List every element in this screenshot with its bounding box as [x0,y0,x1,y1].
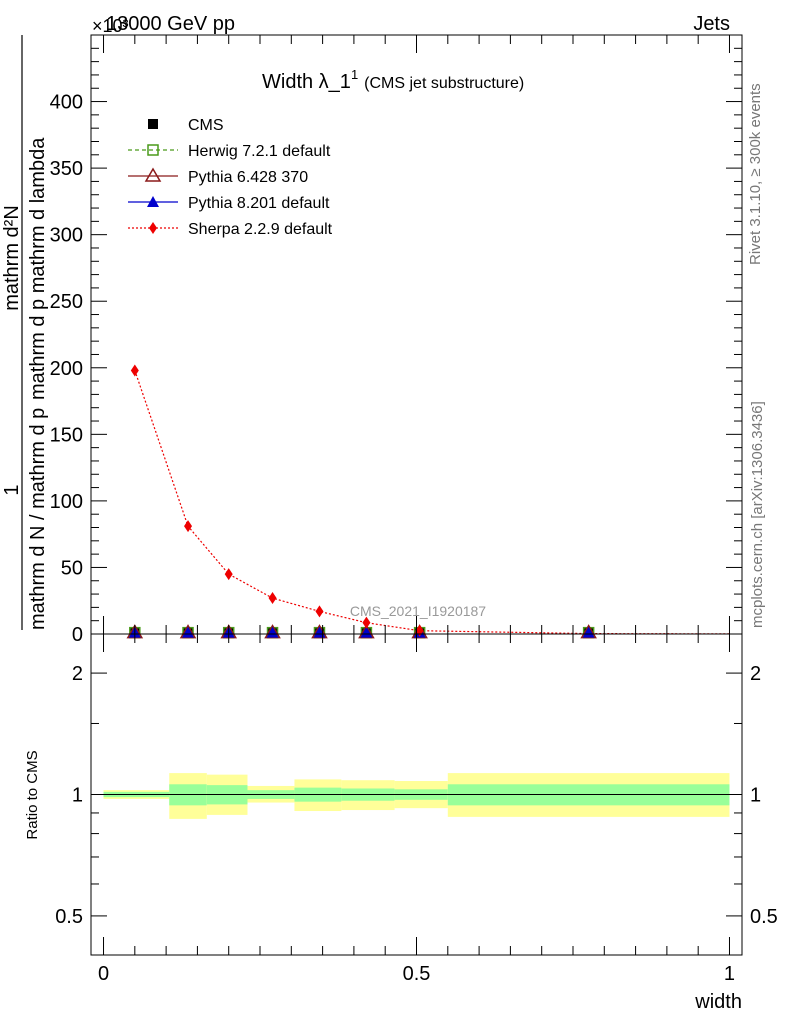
sherpa-point [130,364,139,377]
legend-label-herwig: Herwig 7.2.1 default [188,143,331,160]
legend-marker-sherpa [149,222,157,234]
main-y-tick-label: 300 [50,225,83,247]
ratio-y-tick-label-right: 2 [750,663,761,685]
ratio-y-tick-label: 2 [72,663,83,685]
chart-title-sup: 1 [351,67,358,82]
chart-title: Width λ_11 (CMS jet substructure) [262,67,524,93]
main-y-tick-label: 100 [50,491,83,513]
x-axis-label: width [694,991,742,1013]
x-tick-label: 0.5 [403,963,431,985]
sherpa-point [224,568,233,581]
legend-label-pythia6: Pythia 6.428 370 [188,169,308,186]
main-y-tick-label: 400 [50,92,83,114]
legend-label-cms: CMS [188,117,224,134]
ratio-frame [90,633,743,956]
main-panel: 0 50 100 150 200 250 300 350 400 CMS_2021_I19201… [1,34,743,646]
x-tick-label: 0 [98,963,109,985]
ratio-bands [103,773,730,819]
pythia6-point [264,624,281,639]
ratio-x-ticks: 0 0.5 1 [98,634,735,985]
ylabel-top: 1 [1,484,23,495]
pythia6-point [179,624,197,639]
sherpa-point [362,616,371,629]
pythia6-point [580,624,597,639]
rivet-label: Rivet 3.1.10, ≥ 300k events [747,83,764,265]
chart-title-sub: (CMS jet substructure) [364,75,524,92]
pythia8-point [582,626,595,638]
ylabel-numerator: mathrm d²N [1,205,23,311]
main-x-ticks [103,35,730,634]
legend-marker-pythia8 [147,196,159,207]
main-y-tick-label: 350 [50,158,83,180]
legend-marker-cms [148,119,158,129]
legend-label-pythia8: Pythia 8.201 default [188,195,330,212]
pythia8-point [360,626,373,638]
sherpa-line [134,370,730,635]
main-y-tick-label: 200 [50,358,83,380]
ylabel-den-left: mathrm d N / mathrm d p [27,408,49,630]
ratio-panel: 0.5 0.51 12 2 0 0.5 1 Ratio to CMS width [24,633,778,1013]
ratio-y-tick-label-right: 1 [750,785,761,807]
legend-label-sherpa: Sherpa 2.2.9 default [188,221,333,238]
main-y-label: 1 mathrm d N / mathrm d p mathrm d p mat… [1,35,49,630]
ratio-y-ticks: 0.5 0.5 1 1 2 2 [55,663,778,928]
pythia8-point [266,626,279,638]
y-exponent: ×10³ [92,16,129,36]
pythia6-point [358,624,375,639]
main-y-tick-label: 250 [50,291,83,313]
main-y-ticks: 0 50 100 150 200 250 300 350 400 [50,47,742,646]
legend-marker-herwig [147,144,159,156]
ylabel-den-right: mathrm d p mathrm d lambda [27,137,49,400]
legend: CMS Herwig 7.2.1 default Pythia 6.428 370 P… [128,117,333,238]
watermark: CMS_2021_I1920187 [350,603,486,619]
main-y-tick-label: 150 [50,424,83,446]
main-y-tick-label: 50 [61,557,83,579]
chart-title-main: Width λ_1 [262,71,351,93]
ratio-y-tick-label: 0.5 [55,906,83,928]
mcplots-label: mcplots.cern.ch [arXiv:1306.3436] [749,401,766,628]
x-tick-label: 1 [724,963,735,985]
legend-marker-pythia6 [144,167,162,182]
main-y-tick-label: 0 [72,624,83,646]
sherpa-point [315,605,324,618]
sherpa-point [268,592,277,605]
ratio-ylabel: Ratio to CMS [24,750,41,839]
main-marks [126,364,730,639]
jets-label: Jets [693,13,730,35]
pythia8-point [182,626,195,638]
ratio-y-tick-label-right: 0.5 [750,906,778,928]
ratio-y-tick-label: 1 [72,785,83,807]
energy-label: 13000 GeV pp [106,13,235,35]
sherpa-point [184,520,193,533]
